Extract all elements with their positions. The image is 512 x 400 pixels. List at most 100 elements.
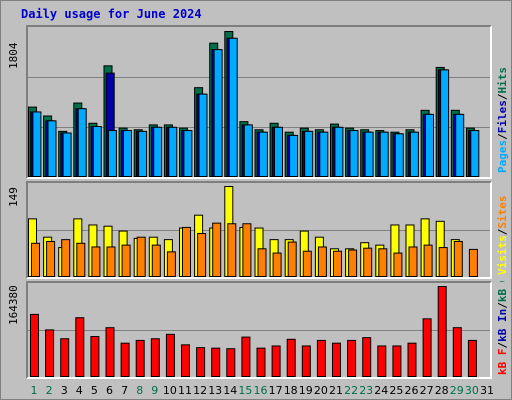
kb-bar — [211, 347, 221, 377]
kbytes-legend-text: kB F/kB In/kB Out — [496, 281, 509, 375]
legend-separator: / — [496, 133, 509, 140]
pages-bar — [243, 124, 253, 177]
sites-bar — [333, 250, 342, 277]
pages-bar — [379, 131, 389, 177]
pages-bar — [274, 126, 283, 177]
sites-bar — [363, 247, 373, 277]
legend-item: Hits — [496, 67, 509, 94]
kbytes-panel — [26, 281, 492, 379]
day-label: 28 — [435, 384, 449, 397]
sites-bar — [46, 240, 56, 277]
pages-bar — [319, 131, 329, 177]
usage-max-label: 1804 — [7, 42, 20, 70]
pages-bar — [153, 126, 163, 177]
day-label: 5 — [91, 384, 98, 397]
visitors-max-label: 149 — [7, 187, 20, 207]
day-label: 21 — [329, 384, 343, 397]
pages-bar — [183, 130, 193, 177]
sites-bar — [197, 233, 207, 277]
day-label: 23 — [359, 384, 373, 397]
legend-item: kB F — [496, 349, 509, 376]
sites-bar — [378, 248, 388, 277]
usage-legend-group: Pages/Files/Hits — [496, 67, 509, 173]
visitors-panel — [26, 181, 492, 279]
kb-bar — [332, 342, 341, 377]
visitors-legend-text: Visits/Sites — [496, 196, 509, 276]
kb-bar — [150, 338, 160, 377]
sites-bar — [91, 246, 101, 277]
usage-legend: Pages/Files/Hits — [496, 67, 509, 173]
day-label: 24 — [374, 384, 388, 397]
sites-bar — [61, 239, 71, 277]
legend-separator: / — [496, 342, 509, 349]
day-label: 12 — [193, 384, 207, 397]
legend-item: kB In — [496, 309, 509, 342]
day-label: 29 — [450, 384, 464, 397]
legend-item: Pages — [496, 140, 509, 173]
legend-separator: / — [496, 228, 509, 235]
kb-bar — [301, 345, 311, 377]
sites-bar — [393, 252, 403, 277]
visitors-legend-group: Visits/Sites — [496, 196, 509, 276]
day-label: 18 — [284, 384, 298, 397]
sites-bar — [106, 246, 116, 277]
kb-bar — [256, 347, 266, 377]
kb-bar — [60, 338, 70, 377]
kbytes-max-label: 164380 — [7, 285, 20, 325]
kb-bar — [75, 317, 85, 377]
pages-bar — [47, 120, 57, 177]
sites-bar — [348, 249, 358, 277]
kb-bar — [165, 333, 175, 377]
pages-bar — [364, 131, 374, 177]
kb-bar — [407, 342, 417, 377]
pages-bar — [334, 126, 344, 177]
sites-bar — [121, 244, 131, 277]
usage-chart — [28, 31, 490, 177]
pages-bar — [213, 49, 223, 177]
day-label: 10 — [163, 384, 177, 397]
sites-bar — [317, 246, 327, 277]
day-label: 19 — [299, 384, 313, 397]
sites-bar — [136, 236, 146, 277]
kb-bar — [392, 345, 402, 377]
usage-legend-text: Pages/Files/Hits — [496, 67, 509, 173]
sites-bar — [212, 222, 222, 277]
day-label: 15 — [238, 384, 252, 397]
day-label: 3 — [61, 384, 68, 397]
visitors-legend: Visits/Sites — [496, 196, 509, 276]
kb-bar — [467, 339, 477, 377]
day-label: 11 — [178, 384, 192, 397]
pages-bar — [228, 37, 238, 177]
pages-bar — [168, 126, 178, 177]
pages-bar — [258, 131, 268, 177]
usage-panel — [26, 25, 492, 179]
pages-bar — [470, 130, 480, 177]
day-label: 4 — [76, 384, 83, 397]
pages-bar — [289, 134, 299, 177]
kb-bar — [452, 327, 462, 377]
kb-bar — [286, 338, 296, 377]
pages-bar — [77, 108, 87, 177]
kb-bar — [90, 336, 100, 377]
day-label: 20 — [314, 384, 328, 397]
sites-bar — [257, 248, 267, 277]
day-label: 7 — [121, 384, 128, 397]
sites-bar — [272, 252, 282, 277]
legend-separator: / — [496, 93, 509, 100]
day-label: 31 — [480, 384, 494, 397]
sites-bar — [76, 242, 86, 277]
pages-bar — [409, 131, 419, 177]
kb-bar — [347, 339, 357, 377]
pages-bar — [92, 126, 102, 177]
day-axis: 1 2 3 4 5 6 7 8 9 10 11 12 13 14 15 16 17 18 19 20 21 22 23 24 2… — [31, 384, 495, 397]
day-label: 6 — [106, 384, 113, 397]
pages-bar — [304, 130, 314, 177]
sites-bar — [227, 223, 237, 277]
day-label: 1 — [31, 384, 38, 397]
sites-bar — [453, 240, 463, 277]
pages-bar — [394, 133, 404, 177]
sites-bar — [408, 246, 418, 277]
pages-bar — [440, 69, 450, 177]
kb-bar — [226, 348, 236, 377]
